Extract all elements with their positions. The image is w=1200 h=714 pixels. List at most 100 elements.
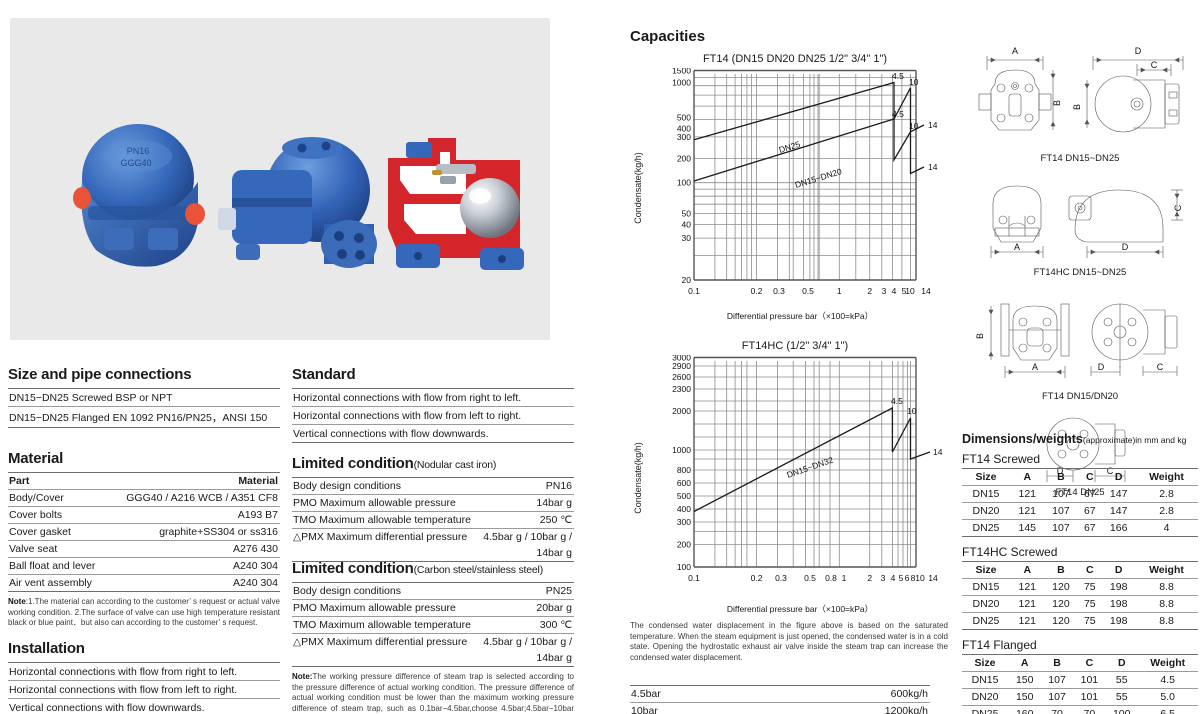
svg-text:PN16: PN16: [127, 146, 150, 156]
table-row: PMO Maximum allowable pressure 20bar g: [292, 599, 574, 617]
size-and-pipe-connections-section: Size and pipe connections DN15−DN25 Scre…: [8, 366, 280, 428]
dim-label-d: D: [1098, 362, 1105, 372]
capacities-heading: Capacities: [630, 28, 706, 45]
table-row: DN15 150 107 101 55 4.5: [962, 671, 1198, 689]
svg-text:300: 300: [677, 132, 691, 142]
chart-ft14-xlabel: Differential pressure bar（×100=kPa）: [726, 311, 874, 321]
table-header-row: Size A B C D Weight: [962, 468, 1198, 486]
svg-text:0.1: 0.1: [688, 573, 700, 583]
col-b: B: [1044, 561, 1079, 579]
limited-carbon-note: Note:The working pressure difference of …: [292, 672, 574, 714]
dim-table-3-name: FT14 Flanged: [962, 638, 1037, 652]
svg-text:20: 20: [682, 275, 692, 285]
svg-text:8: 8: [911, 573, 916, 583]
svg-text:5: 5: [902, 286, 907, 296]
col-weight: Weight: [1135, 561, 1198, 579]
svg-text:1500: 1500: [672, 68, 691, 76]
table-row: DN25 145 107 67 166 4: [962, 519, 1198, 537]
dim-label-a: A: [1032, 362, 1038, 372]
limited-nodular-subtitle: (Nodular cast iron): [413, 459, 497, 471]
table-row: DN25 160 70 70 100 6.5: [962, 705, 1198, 714]
col-c: C: [1073, 654, 1107, 672]
material-part: Body/Cover: [8, 489, 108, 507]
series-label-dn15-dn20: DN15~DN20: [794, 166, 843, 190]
capacity-pressure: 4.5bar: [630, 685, 755, 704]
curve-dn25: [693, 81, 925, 141]
capacity-flow: 1200kg/h: [754, 702, 930, 714]
installation-line-2: Horizontal connections with flow from le…: [8, 681, 280, 699]
svg-text:400: 400: [677, 504, 691, 514]
svg-text:4: 4: [892, 286, 897, 296]
table-row: Air vent assembly A240 304: [8, 574, 280, 592]
svg-text:100: 100: [677, 178, 691, 188]
svg-text:0.3: 0.3: [775, 573, 787, 583]
condition-value: 14bar g: [479, 494, 574, 512]
col-d: D: [1102, 468, 1136, 486]
dimensions-title: Dimensions/weights: [962, 432, 1083, 446]
limited-carbon-subtitle: (Carbon steel/stainless steel): [413, 564, 544, 576]
condition-value: 4.5bar g / 10bar g /: [479, 633, 574, 650]
material-part: Valve seat: [8, 540, 108, 558]
annotation-14-b: 14: [928, 162, 938, 172]
col-b: B: [1044, 468, 1079, 486]
dim-label-c: C: [1157, 362, 1164, 372]
capacity-pressure: 10bar: [630, 702, 755, 714]
dim-label-a: A: [1014, 242, 1020, 252]
product-photo-cutaway: [370, 108, 550, 288]
col-size: Size: [962, 561, 1011, 579]
dim-table-1-name: FT14 Screwed: [962, 452, 1041, 466]
table-row: DN20 121 107 67 147 2.8: [962, 502, 1198, 520]
table-row: DN15 121 120 75 198 8.8: [962, 578, 1198, 596]
svg-text:1000: 1000: [672, 78, 691, 88]
condition-label: Body design conditions: [292, 582, 480, 600]
annotation-14-a: 14: [928, 120, 938, 130]
annotation-4p5-b: 4.5: [892, 109, 904, 119]
condition-label: △PMX Maximum differential pressure: [292, 528, 480, 545]
dimensions-section: Dimensions/weights(approximate)in mm and…: [962, 432, 1198, 714]
table-header-row: Part Material: [8, 472, 280, 490]
dim-label-b1: B: [1052, 100, 1062, 106]
dim-label-b: B: [975, 333, 985, 339]
svg-text:0.1: 0.1: [688, 286, 700, 296]
table-row: △PMX Maximum differential pressure 4.5bar…: [292, 633, 574, 650]
dim-label-b2: B: [1072, 104, 1082, 110]
condition-label: PMO Maximum allowable pressure: [292, 494, 480, 512]
limited-carbon-note-text: The working pressure difference of steam…: [292, 672, 574, 713]
chart-ft14hc-plot: 3000 2900 2600 2300 2000 1000 800 600 50…: [672, 355, 943, 583]
table-row: DN15 121 107 67 147 2.8: [962, 485, 1198, 503]
limited-nodular-title-main: Limited condition: [292, 455, 414, 472]
col-a: A: [1010, 468, 1045, 486]
svg-text:0.5: 0.5: [802, 286, 814, 296]
col-size: Size: [962, 468, 1011, 486]
col-a: A: [1009, 654, 1042, 672]
table-row: Ball float and lever A240 304: [8, 557, 280, 575]
limited-nodular-table: Body design conditions PN16 PMO Maximum a…: [292, 477, 574, 562]
standard-section: Standard Horizontal connections with flo…: [292, 366, 574, 443]
table-row: 14bar g: [292, 545, 574, 562]
limited-nodular-title: Limited condition(Nodular cast iron): [292, 455, 574, 472]
dim-table-2-name: FT14HC Screwed: [962, 545, 1058, 559]
chart-ft14-ylabel-wrap: Condensate(kg/h): [630, 68, 646, 308]
table-row: 14bar g: [292, 650, 574, 667]
table-row: Body/Cover GGG40 / A216 WCB / A351 CF8: [8, 489, 280, 507]
table-row: TMO Maximum allowable temperature 300 ℃: [292, 616, 574, 634]
curve-dn15-dn32: [693, 406, 931, 513]
dim-label-d: D: [1135, 46, 1142, 56]
material-value: A193 B7: [107, 506, 280, 524]
svg-text:2600: 2600: [672, 372, 691, 382]
svg-text:600: 600: [677, 478, 691, 488]
annotation-10-b: 10: [909, 121, 919, 131]
dim-label-d: D: [1122, 242, 1129, 252]
svg-text:3: 3: [881, 573, 886, 583]
table-row: Valve seat A276 430: [8, 540, 280, 558]
dim-table-ft14-flanged: Size A B C D Weight DN15 150 107 101 55 4.5 D…: [962, 654, 1198, 714]
standard-line-3: Vertical connections with flow downwards…: [292, 425, 574, 443]
material-section-title: Material: [8, 450, 64, 467]
installation-section-title: Installation: [8, 640, 85, 657]
drawing-caption-1: FT14 DN15~DN25: [1040, 153, 1120, 164]
col-d: D: [1102, 561, 1136, 579]
material-part: Cover bolts: [8, 506, 108, 524]
